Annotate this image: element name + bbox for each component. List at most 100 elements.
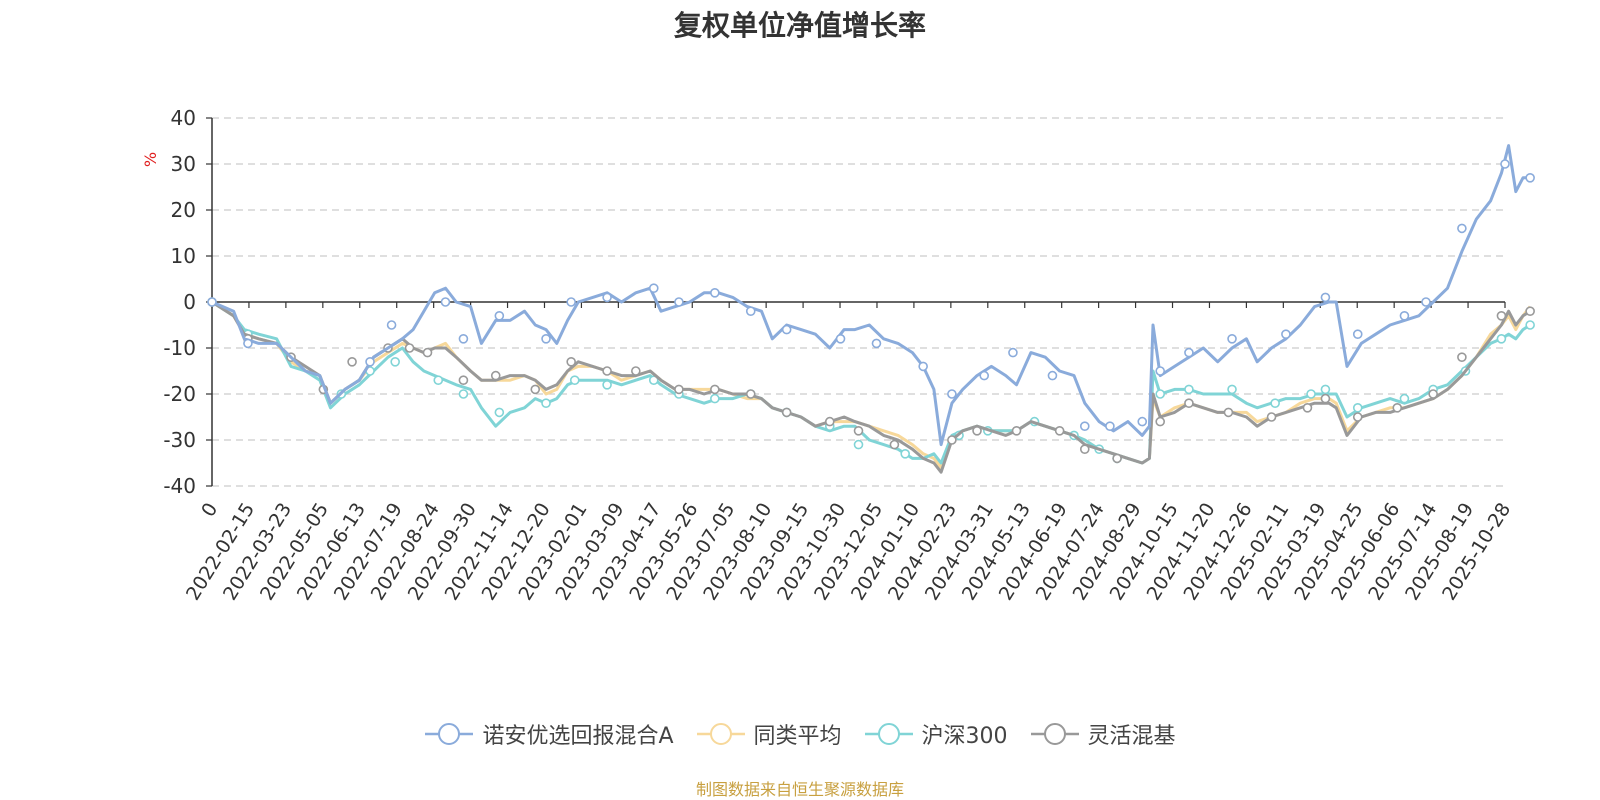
legend: 诺安优选回报混合A 同类平均 沪深300 灵活混基	[0, 718, 1600, 750]
line-chart: 40 30 20 10 0 -10 -20 -30 -40 02022-02-152022-03…	[163, 106, 1535, 604]
series-point-0	[710, 287, 720, 298]
y-tick-label: 20	[171, 198, 196, 222]
series-point-3	[566, 356, 576, 367]
y-tick-label: -30	[163, 428, 196, 452]
series-point-3	[602, 366, 612, 376]
series-point-3	[710, 384, 720, 395]
series-point-2	[1496, 333, 1507, 344]
series-point-3	[947, 435, 957, 445]
series-point-0	[1008, 347, 1018, 358]
series-point-2	[1525, 320, 1535, 330]
legend-item-1[interactable]: 同类平均	[696, 718, 842, 750]
series-point-2	[390, 356, 400, 367]
series-point-3	[1112, 453, 1122, 464]
series-group	[207, 144, 1535, 474]
series-point-0	[1500, 159, 1510, 169]
series-point-0	[365, 356, 375, 367]
series-point-3	[1352, 412, 1363, 422]
series-point-0	[1281, 329, 1291, 340]
series-point-3	[781, 407, 792, 418]
series-point-3	[530, 384, 541, 395]
series-point-3	[1079, 444, 1090, 455]
series-point-0	[243, 338, 253, 349]
legend-marker-icon	[864, 723, 913, 745]
series-point-0	[745, 306, 756, 317]
series-point-2	[710, 393, 720, 404]
legend-item-0[interactable]: 诺安优选回报混合A	[424, 718, 674, 750]
series-point-3	[1011, 425, 1022, 436]
series-point-3	[1302, 402, 1313, 413]
series-point-0	[918, 361, 928, 372]
series-point-2	[648, 375, 659, 386]
series-point-3	[1525, 306, 1535, 317]
series-point-0	[1525, 173, 1535, 183]
chart-title: 复权单位净值增长率	[673, 9, 926, 42]
legend-item-2[interactable]: 沪深300	[864, 718, 1008, 750]
series-point-0	[1421, 297, 1431, 307]
series-point-2	[853, 439, 864, 450]
series-point-3	[1428, 389, 1438, 399]
series-point-0	[979, 370, 990, 381]
series-point-3	[631, 366, 641, 376]
series-point-0	[1184, 347, 1194, 358]
series-point-0	[1105, 421, 1115, 432]
series-point-3	[458, 375, 469, 386]
y-tick-label: 40	[171, 106, 196, 130]
series-point-3	[853, 425, 864, 436]
series-point-3	[1155, 416, 1165, 427]
series-line-3	[211, 300, 1531, 474]
series-point-3	[1054, 425, 1065, 436]
series-point-3	[1266, 412, 1277, 422]
series-point-3	[972, 425, 982, 436]
series-point-0	[541, 333, 551, 344]
series-point-3	[404, 343, 415, 353]
series-point-3	[1496, 310, 1507, 321]
y-tick-label: 30	[171, 152, 196, 176]
series-point-2	[541, 398, 551, 409]
legend-label: 灵活混基	[1087, 724, 1176, 749]
y-tick-label: 0	[183, 290, 196, 314]
series-point-2	[602, 379, 612, 390]
series-point-3	[1223, 407, 1234, 418]
series-point-3	[674, 384, 684, 395]
series-point-2	[1306, 389, 1316, 399]
legend-marker-icon	[696, 723, 745, 745]
y-tick-label: 10	[171, 244, 196, 268]
legend-marker-icon	[1030, 723, 1079, 745]
series-point-0	[1137, 416, 1148, 427]
series-point-2	[494, 407, 505, 418]
series-point-0	[386, 320, 397, 330]
series-point-0	[1352, 329, 1363, 340]
series-point-0	[566, 297, 576, 307]
series-point-0	[648, 283, 659, 294]
series-point-0	[871, 338, 882, 349]
y-tick-label: -10	[163, 336, 196, 360]
series-point-0	[835, 333, 846, 344]
series-point-3	[824, 416, 835, 427]
series-point-0	[458, 333, 469, 344]
series-line-0	[211, 144, 1531, 447]
y-axis-ticks: 40 30 20 10 0 -10 -20 -30 -40	[163, 106, 213, 498]
x-axis: 02022-02-152022-03-232022-05-052022-06-1…	[182, 301, 1515, 604]
series-point-0	[1079, 421, 1090, 432]
series-point-2	[569, 375, 580, 386]
data-source-note: 制图数据来自恒生聚源数据库	[695, 780, 904, 799]
series-point-3	[1392, 402, 1403, 413]
series-point-3	[490, 370, 501, 381]
series-point-2	[1399, 393, 1410, 404]
series-point-3	[1320, 393, 1331, 404]
series-point-0	[947, 389, 957, 399]
series-point-2	[1155, 389, 1165, 399]
x-tick-label: 0	[197, 499, 222, 521]
legend-item-3[interactable]: 灵活混基	[1030, 718, 1176, 750]
legend-label: 诺安优选回报混合A	[482, 724, 674, 749]
series-point-0	[207, 297, 217, 307]
series-point-3	[1457, 352, 1467, 363]
series-point-0	[1227, 333, 1237, 344]
series-point-2	[1320, 384, 1331, 395]
series-point-0	[440, 297, 451, 307]
series-point-0	[781, 324, 792, 335]
series-point-0	[494, 310, 505, 321]
series-line-2	[211, 300, 1531, 465]
